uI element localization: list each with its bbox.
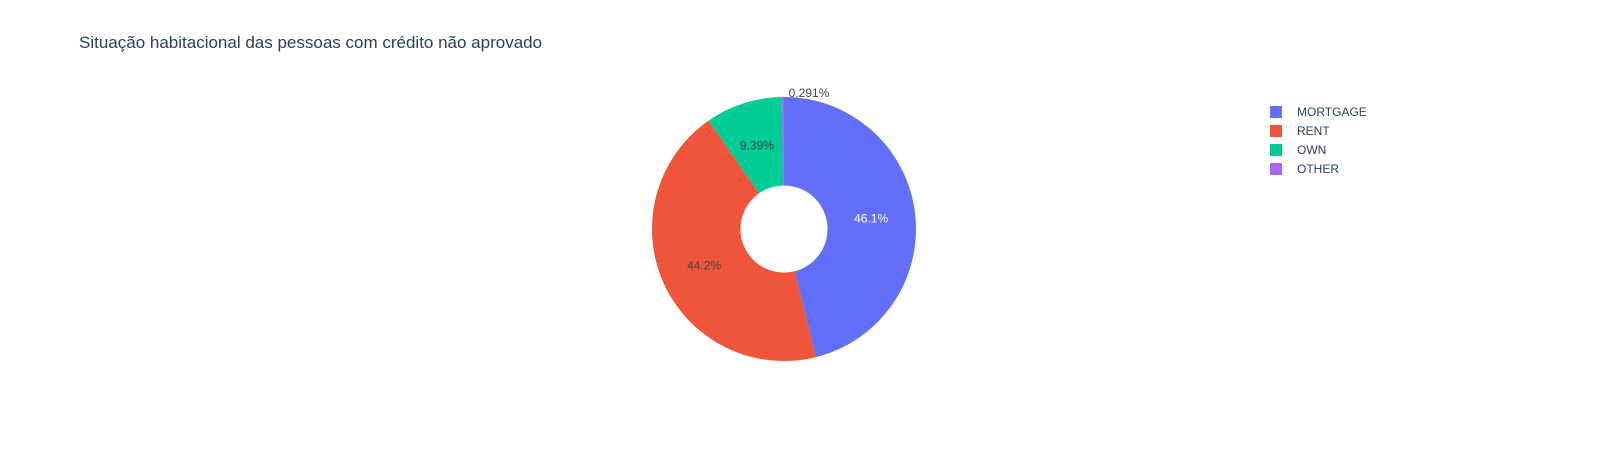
legend-item-own[interactable]: OWN xyxy=(1270,140,1470,159)
slice-own[interactable] xyxy=(708,97,784,194)
legend-item-mortgage[interactable]: MORTGAGE xyxy=(1270,102,1470,121)
slice-label-own: 9.39% xyxy=(740,138,774,152)
legend-swatch-mortgage xyxy=(1270,105,1282,118)
slice-rent[interactable] xyxy=(652,120,816,361)
slice-other[interactable] xyxy=(781,97,784,186)
slice-label-other: 0.291% xyxy=(789,86,830,100)
legend-swatch-other xyxy=(1270,162,1282,175)
chart-title: Situação habitacional das pessoas com cr… xyxy=(79,33,543,52)
slice-label-rent: 44.2% xyxy=(687,258,721,272)
legend-swatch-own xyxy=(1270,143,1282,156)
legend-label-own: OWN xyxy=(1297,142,1327,157)
slice-label-mortgage: 46.1% xyxy=(854,211,888,225)
legend-label-mortgage: MORTGAGE xyxy=(1297,104,1367,119)
legend-label-rent: RENT xyxy=(1297,123,1330,138)
legend-label-other: OTHER xyxy=(1297,161,1339,176)
legend-swatch-rent xyxy=(1270,124,1282,137)
legend: MORTGAGE RENT OWN OTHER xyxy=(1270,102,1470,178)
legend-item-other[interactable]: OTHER xyxy=(1270,159,1470,178)
slice-mortgage[interactable] xyxy=(784,97,916,358)
legend-item-rent[interactable]: RENT xyxy=(1270,121,1470,140)
